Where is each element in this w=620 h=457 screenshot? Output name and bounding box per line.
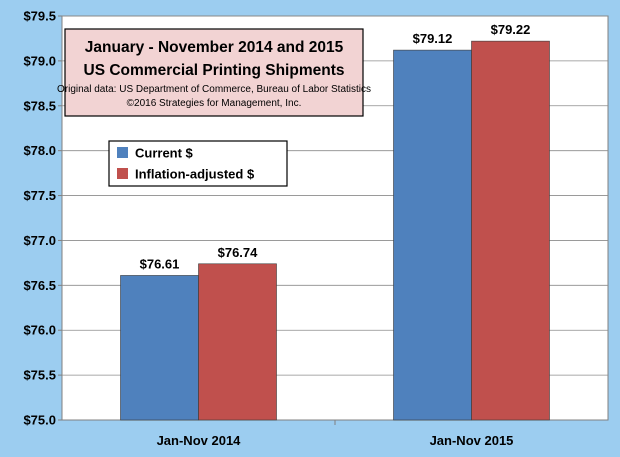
x-tick-label: Jan-Nov 2014 — [157, 433, 242, 448]
y-tick-label: $78.5 — [23, 98, 56, 113]
y-tick-label: $76.0 — [23, 323, 56, 338]
data-label: $76.74 — [218, 245, 259, 260]
data-labels: $76.61 $76.74 $79.12 $79.22 — [140, 22, 531, 271]
bar-current-0 — [120, 275, 199, 421]
y-tick-label: $75.5 — [23, 368, 56, 383]
y-tick-label: $79.5 — [23, 9, 56, 24]
legend-swatch-current — [117, 147, 128, 158]
x-tick-label: Jan-Nov 2015 — [430, 433, 514, 448]
y-tick-label: $77.0 — [23, 233, 56, 248]
bar-inflation-adjusted-1 — [471, 40, 550, 421]
data-label: $76.61 — [140, 256, 180, 271]
legend: Current $ Inflation-adjusted $ — [108, 140, 288, 187]
y-tick-label: $79.0 — [23, 53, 56, 68]
copyright-note: ©2016 Strategies for Management, Inc. — [127, 98, 302, 109]
title-box: January - November 2014 and 2015 US Comm… — [57, 28, 371, 117]
legend-label-inflation-adjusted: Inflation-adjusted $ — [135, 167, 255, 182]
data-label: $79.22 — [491, 22, 531, 37]
bar-inflation-adjusted-0 — [198, 263, 277, 421]
data-label: $79.12 — [413, 31, 453, 46]
bar-current-1 — [393, 49, 472, 421]
chart-title: January - November 2014 and 2015 — [85, 39, 344, 56]
chart-subtitle: US Commercial Printing Shipments — [84, 62, 345, 79]
y-tick-label: $78.0 — [23, 143, 56, 158]
x-axis-ticks: Jan-Nov 2014 Jan-Nov 2015 — [157, 420, 514, 448]
source-note: Original data: US Department of Commerce… — [57, 84, 371, 95]
legend-label-current: Current $ — [135, 146, 194, 161]
y-tick-label: $75.0 — [23, 413, 56, 428]
y-tick-label: $76.5 — [23, 278, 56, 293]
y-tick-label: $77.5 — [23, 188, 56, 203]
legend-swatch-inflation-adjusted — [117, 168, 128, 179]
y-axis-ticks: $75.0 $75.5 $76.0 $76.5 $77.0 $77.5 $78.0 $78.5… — [23, 9, 62, 428]
bars — [120, 40, 550, 421]
